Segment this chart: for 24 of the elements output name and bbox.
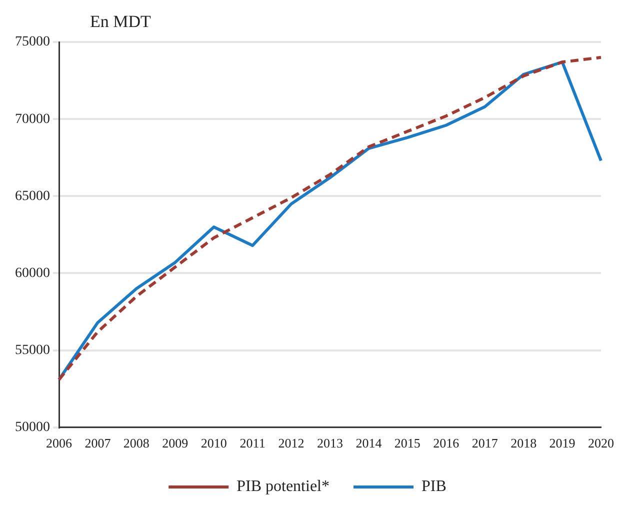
legend-label: PIB potentiel* [236, 478, 330, 496]
legend-label: PIB [421, 478, 446, 496]
x-tick-label: 2014 [356, 436, 382, 451]
x-tick-label: 2009 [162, 436, 188, 451]
y-tick-label: 75000 [15, 34, 50, 50]
x-tick-label: 2020 [588, 436, 614, 451]
y-tick-label: 65000 [15, 188, 50, 204]
y-tick-label: 55000 [15, 342, 50, 358]
x-tick-label: 2006 [46, 436, 72, 451]
x-tick-label: 2016 [433, 436, 460, 451]
x-tick-label: 2007 [84, 436, 112, 451]
x-tick-label: 2011 [240, 436, 266, 451]
y-tick-label: 50000 [15, 420, 50, 436]
x-tick-label: 2018 [510, 436, 537, 451]
x-tick-label: 2019 [549, 436, 576, 451]
x-tick-label: 2010 [200, 436, 227, 451]
y-tick-label: 60000 [15, 266, 50, 281]
y-axis-title: En MDT [90, 12, 151, 32]
x-tick-label: 2012 [278, 436, 304, 451]
x-tick-label: 2017 [472, 436, 498, 451]
x-tick-label: 2015 [394, 436, 420, 451]
x-tick-label: 2013 [317, 436, 343, 451]
x-tick-label: 2008 [123, 436, 150, 451]
y-tick-label: 70000 [15, 112, 50, 127]
